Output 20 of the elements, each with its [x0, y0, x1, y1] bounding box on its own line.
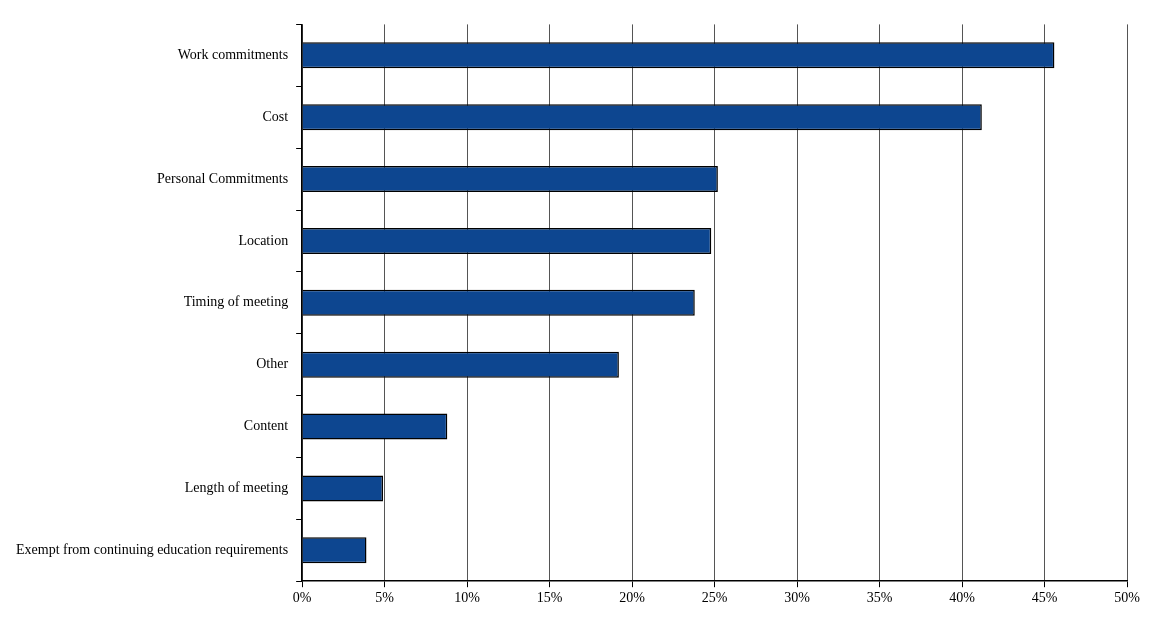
y-tick-label: Exempt from continuing education requirements — [15, 541, 289, 557]
y-tick-label: Timing of meeting — [183, 294, 289, 310]
y-tick-label: Cost — [262, 108, 289, 124]
x-tick-label: 40% — [949, 590, 976, 606]
x-tick-label: 30% — [784, 590, 811, 606]
x-tick-label: 10% — [454, 590, 481, 606]
y-tick-label: Other — [256, 356, 289, 372]
y-tick-label: Work commitments — [177, 47, 289, 63]
x-tick-label: 0% — [292, 590, 312, 606]
x-tick-label: 45% — [1031, 590, 1058, 606]
x-tick-label: 5% — [375, 590, 395, 606]
x-tick-label: 25% — [701, 590, 728, 606]
x-tick-label: 50% — [1114, 590, 1141, 606]
y-tick-label: Location — [238, 232, 289, 248]
x-tick-label: 20% — [619, 590, 646, 606]
y-tick-label: Content — [243, 418, 289, 434]
y-tick-label: Length of meeting — [184, 480, 289, 496]
x-tick-label: 35% — [866, 590, 893, 606]
y-tick-label: Personal Commitments — [157, 170, 289, 186]
x-tick-label: 15% — [536, 590, 563, 606]
